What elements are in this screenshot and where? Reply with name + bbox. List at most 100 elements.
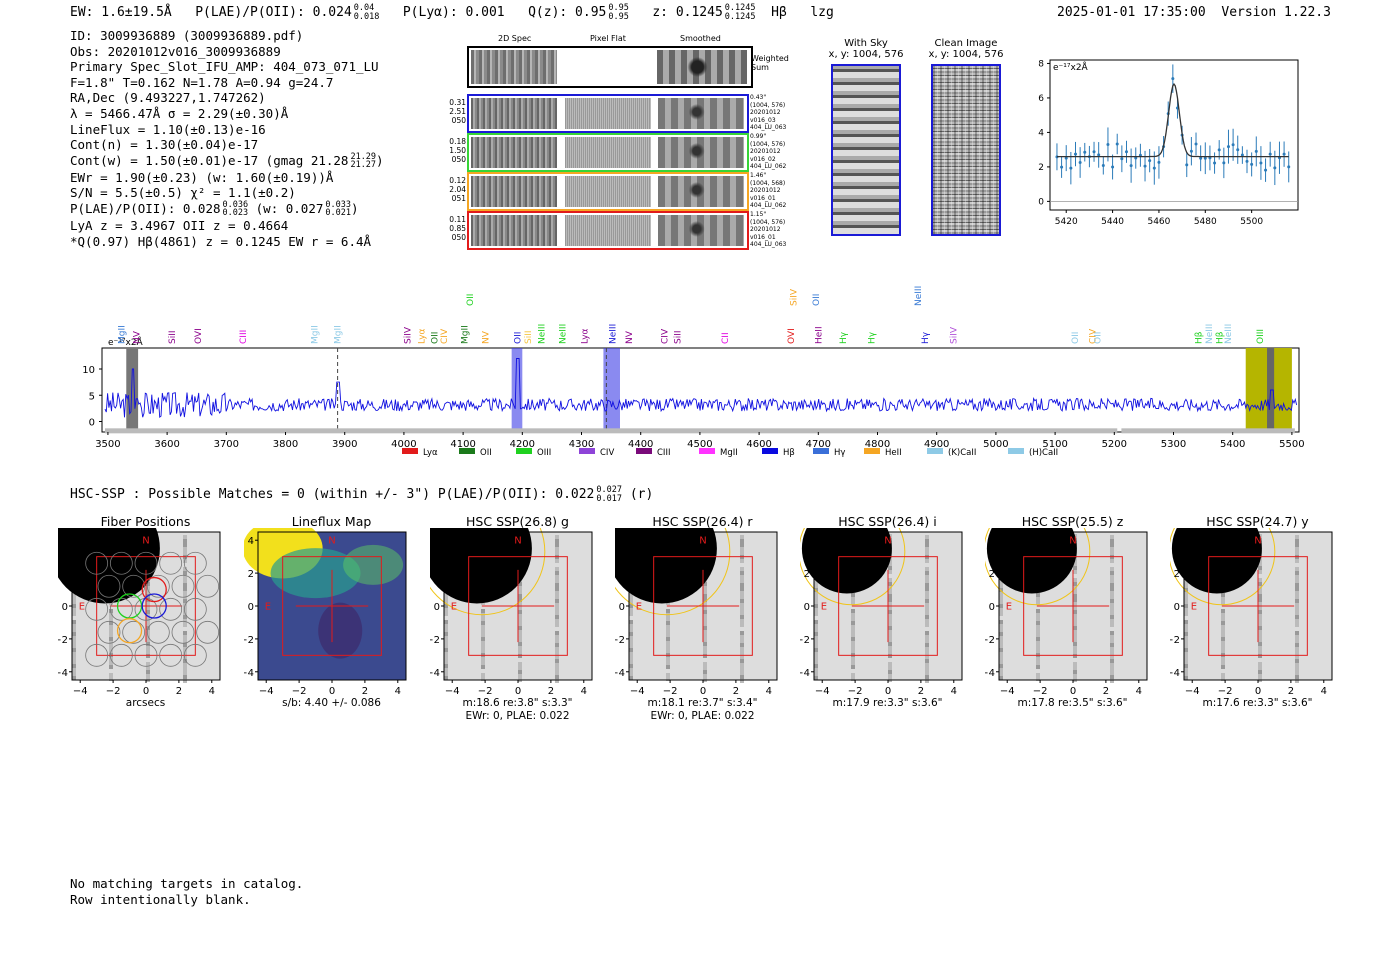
- emission-line-label: MgII: [311, 325, 321, 344]
- noise-pixel: [1221, 641, 1225, 645]
- noise-pixel: [703, 598, 707, 602]
- noise-pixel: [444, 656, 448, 660]
- noise-pixel: [1258, 630, 1262, 634]
- noise-pixel: [999, 644, 1003, 648]
- noise-pixel: [703, 662, 707, 666]
- x-tick-label: −2: [292, 686, 307, 697]
- x-tick-label: 5500: [1240, 217, 1263, 227]
- search-box: [1023, 556, 1123, 656]
- exposure-left-value: 0.31: [449, 98, 466, 107]
- datetime: 2025-01-01 17:35:00: [1057, 5, 1206, 20]
- noise-pixel: [740, 635, 744, 639]
- panel-title: HSC SSP(26.4) i: [838, 514, 937, 529]
- noise-pixel: [629, 620, 633, 624]
- noise-pixel: [1221, 637, 1225, 641]
- noise-pixel: [1073, 674, 1077, 678]
- noise-pixel: [518, 666, 522, 670]
- x-tick-label: 2: [176, 686, 182, 697]
- noise-pixel: [888, 654, 892, 658]
- fiber-circle: [159, 597, 183, 621]
- data-point: [1111, 165, 1115, 169]
- exposure-right-value: 0.99": [750, 133, 767, 140]
- noise-pixel: [999, 612, 1003, 616]
- emission-line-label: OVI: [194, 328, 204, 344]
- north-label: N: [884, 536, 891, 547]
- legend-label: CIII: [657, 448, 670, 458]
- exposure-left-value: 0.18: [449, 137, 466, 146]
- legend-swatch: [1008, 448, 1024, 454]
- noise-pixel: [555, 651, 559, 655]
- exposure-right-value: 1.46": [750, 172, 767, 179]
- y-tick-label: 0: [248, 602, 254, 613]
- data-point: [1250, 162, 1254, 166]
- data-point: [1245, 159, 1249, 163]
- noise-pixel: [1110, 607, 1114, 611]
- noise-pixel: [1110, 651, 1114, 655]
- noise-pixel: [740, 559, 744, 563]
- data-point: [1194, 142, 1198, 146]
- noise-pixel: [629, 592, 633, 596]
- noise-pixel: [1295, 587, 1299, 591]
- noise-pixel: [999, 672, 1003, 676]
- noise-pixel: [555, 551, 559, 555]
- noise-pixel: [518, 642, 522, 646]
- noise-pixel: [999, 656, 1003, 660]
- noise-pixel: [1036, 609, 1040, 613]
- x-tick-label: 5200: [1102, 439, 1127, 450]
- emission-line-label: Lyα: [581, 328, 591, 344]
- fiber-circle: [196, 574, 220, 598]
- x-tick-label: 4: [209, 686, 215, 697]
- classification-tag: lzg: [810, 5, 834, 20]
- emission-line-label: OII: [1071, 332, 1081, 344]
- noise-pixel: [740, 655, 744, 659]
- noise-pixel: [1258, 594, 1262, 598]
- noise-pixel: [1110, 591, 1114, 595]
- noise-pixel: [888, 570, 892, 574]
- noise-pixel: [555, 667, 559, 671]
- emission-line-label: MgII: [334, 325, 344, 344]
- noise-pixel: [1036, 625, 1040, 629]
- emission-line-label: NeIII: [559, 324, 569, 344]
- data-point: [1078, 160, 1082, 164]
- noise-pixel: [444, 632, 448, 636]
- data-point: [1185, 163, 1189, 167]
- noise-pixel: [1073, 602, 1077, 606]
- noise-pixel: [1036, 621, 1040, 625]
- exposure-left-label: 0.12 2.04 051: [440, 176, 466, 203]
- noise-pixel: [1295, 535, 1299, 539]
- noise-pixel: [851, 633, 855, 637]
- noise-pixel: [925, 547, 929, 551]
- noise-pixel: [555, 543, 559, 547]
- noise-pixel: [888, 622, 892, 626]
- noise-pixel: [814, 632, 818, 636]
- data-point: [1134, 156, 1138, 160]
- fiber-circle: [183, 551, 207, 575]
- emission-line-label: Hγ: [839, 331, 849, 344]
- noise-pixel: [518, 650, 522, 654]
- panel-image: N E 4 2 0 −2 −4 −4 −2 0 2 4: [985, 528, 1148, 697]
- bright-source: [58, 528, 160, 604]
- spectrum-unit-label: e⁻¹⁷x2Å: [108, 336, 144, 348]
- east-label: E: [1006, 601, 1012, 612]
- noise-pixel: [1110, 603, 1114, 607]
- emission-line-label: OVI: [787, 328, 797, 344]
- noise-pixel: [1110, 575, 1114, 579]
- emission-line-label: Hβ: [1216, 331, 1226, 344]
- noise-pixel: [1110, 543, 1114, 547]
- exposure-right-value: 20201012: [750, 109, 781, 117]
- emission-line-label: Hβ: [1194, 331, 1204, 344]
- noise-pixel: [925, 667, 929, 671]
- y-tick-label: 0: [989, 602, 995, 613]
- noise-pixel: [925, 611, 929, 615]
- noise-pixel: [888, 650, 892, 654]
- noise-pixel: [555, 635, 559, 639]
- noise-pixel: [1110, 595, 1114, 599]
- exposure-2d-image: [471, 137, 557, 168]
- exposure-right-value: (1004, 576): [750, 218, 786, 226]
- noise-pixel: [1036, 601, 1040, 605]
- noise-pixel: [925, 567, 929, 571]
- noise-pixel: [109, 645, 113, 649]
- noise-pixel: [999, 632, 1003, 636]
- noise-pixel: [1295, 679, 1299, 683]
- exposure-smoothed-image: [658, 137, 744, 168]
